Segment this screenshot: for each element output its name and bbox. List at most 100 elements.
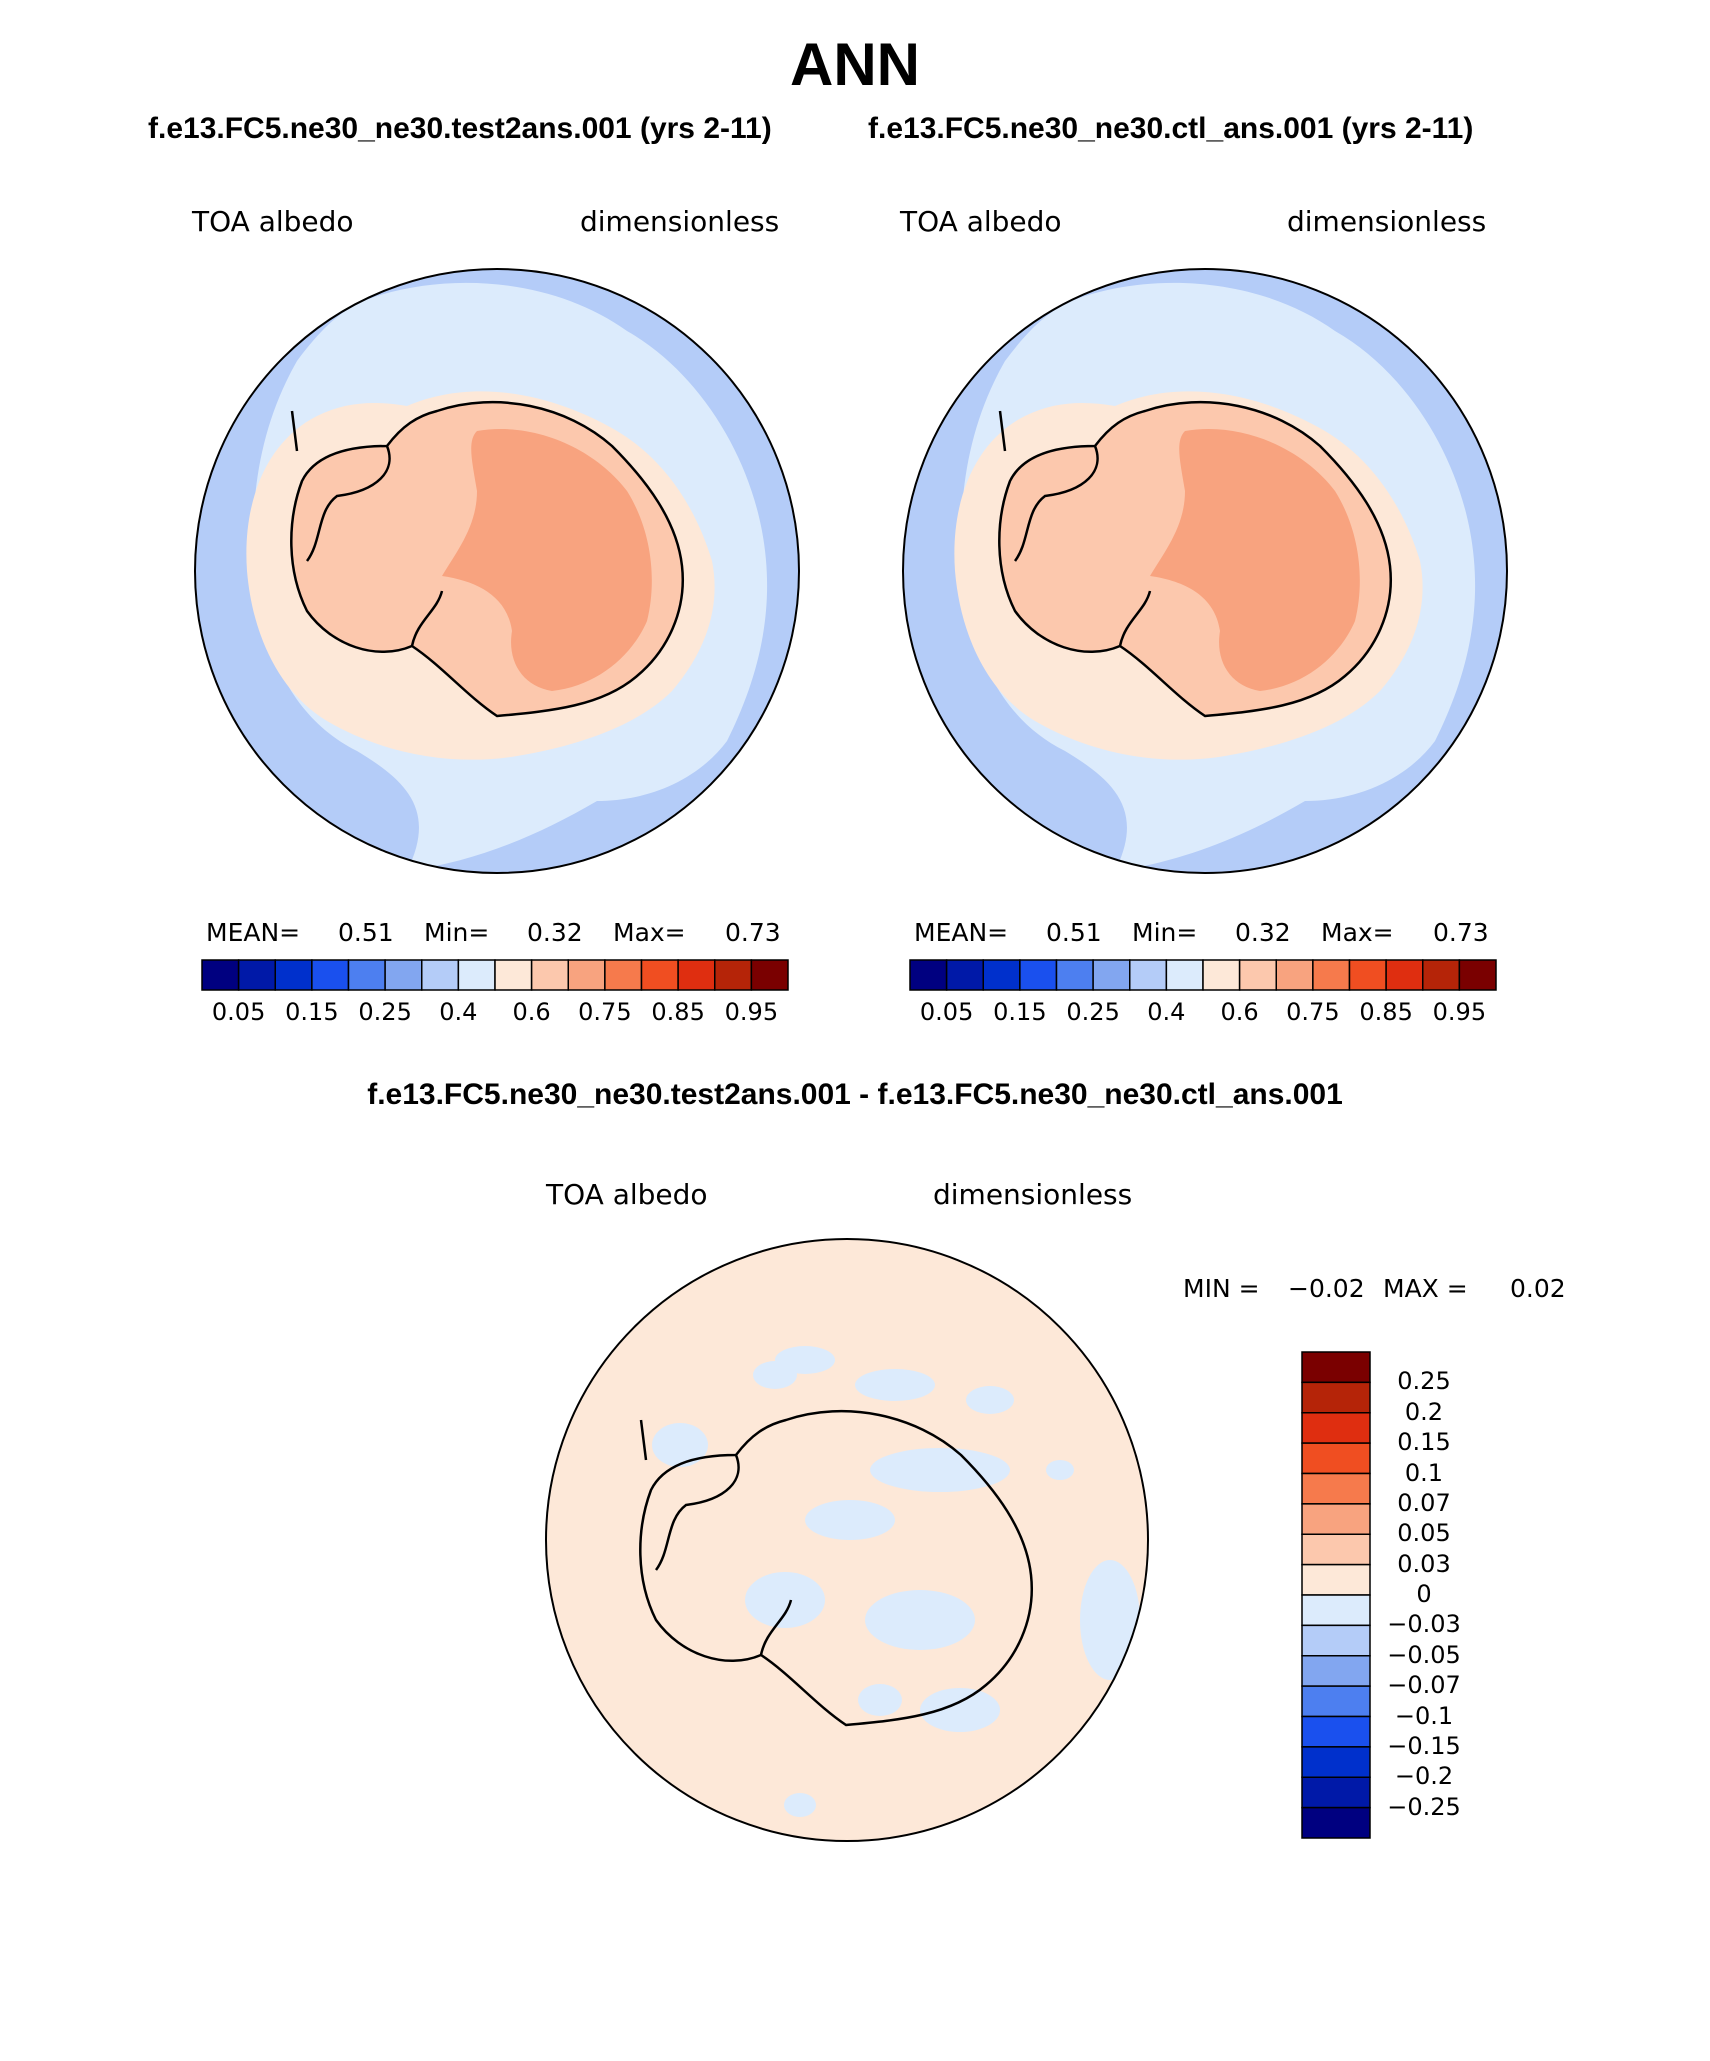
difference-colorbar-tick-label: 0.05 (1397, 1519, 1451, 1548)
difference-colorbar-swatch (1301, 1351, 1371, 1384)
difference-colorbar-tick-label: −0.07 (1387, 1671, 1461, 1700)
panel-1-map-boundary (194, 268, 800, 874)
panel-1-case-label: f.e13.FC5.ne30_ne30.test2ans.001 (yrs 2-… (148, 112, 772, 145)
panel-1-colorbar-swatch (567, 959, 606, 991)
figure-title: ANN (790, 31, 920, 98)
panel-2-colorbar-swatch (982, 959, 1021, 991)
panel-2-colorbar-swatch (1312, 959, 1351, 991)
panel-2-colorbar-tick-label: 0.15 (993, 998, 1047, 1026)
panel-1-colorbar-swatch (237, 959, 276, 991)
panel-2-min-label: Min= (1132, 918, 1198, 947)
difference-colorbar-tick-label: −0.05 (1387, 1640, 1461, 1669)
panel-2-map-boundary (902, 268, 1508, 874)
difference-colorbar (1301, 1351, 1371, 1839)
panel-1-colorbar-swatch (750, 959, 789, 991)
panel-2-colorbar-swatch (1202, 959, 1241, 991)
panel-1-colorbar-tick-label: 0.6 (512, 998, 551, 1026)
panel-2-colorbar-tick-label: 0.05 (919, 998, 974, 1026)
panel-2-case-label: f.e13.FC5.ne30_ne30.ctl_ans.001 (yrs 2-1… (868, 112, 1474, 145)
difference-colorbar-swatch (1301, 1715, 1371, 1748)
panel-1-min-value: 0.32 (527, 918, 583, 947)
panel-1-colorbar-swatch (274, 959, 313, 991)
panel-1-colorbar-tick-label: 0.15 (285, 998, 339, 1026)
panel-1-colorbar-tick-label: 0.4 (439, 998, 478, 1026)
difference-colorbar-swatch (1301, 1381, 1371, 1414)
difference-colorbar-tick-label: 0 (1416, 1580, 1432, 1608)
difference-colorbar-tick-label: −0.2 (1394, 1762, 1454, 1791)
panel-1-colorbar-tick-label: 0.05 (211, 998, 266, 1026)
difference-colorbar-swatch (1301, 1746, 1371, 1778)
panel-1-colorbar-swatch (714, 959, 753, 991)
difference-title: f.e13.FC5.ne30_ne30.test2ans.001 - f.e13… (367, 1078, 1343, 1111)
difference-colorbar-swatch (1301, 1412, 1371, 1444)
difference-colorbar-swatch (1301, 1594, 1371, 1627)
panel-2-colorbar-swatch (1385, 959, 1424, 991)
panel-1-colorbar (201, 959, 789, 991)
difference-colorbar-tick-label: 0.07 (1397, 1488, 1451, 1517)
panel-1-colorbar-tick-label: 0.25 (358, 998, 412, 1026)
difference-colorbar-tick-label: −0.25 (1387, 1792, 1461, 1821)
difference-max-value: 0.02 (1510, 1274, 1566, 1303)
difference-colorbar-swatch (1301, 1533, 1371, 1566)
panel-1-min-label: Min= (424, 918, 490, 947)
difference-colorbar-tick-label: 0.1 (1404, 1458, 1444, 1487)
difference-colorbar-tick-label: −0.15 (1387, 1731, 1461, 1760)
difference-colorbar-tick-label: 0.25 (1397, 1367, 1451, 1396)
panel-1-colorbar-swatch (421, 959, 460, 991)
panel-2-mean-label: MEAN= (914, 918, 1009, 947)
panel-2-colorbar-swatch (1129, 959, 1168, 991)
panel-2-min-value: 0.32 (1235, 918, 1291, 947)
difference-colorbar-swatch (1301, 1685, 1371, 1718)
panel-1-colorbar-swatch (677, 959, 716, 991)
difference-units-label: dimensionless (933, 1178, 1133, 1211)
difference-colorbar-tick-label: 0.03 (1397, 1549, 1451, 1578)
panel-2-colorbar-tick-label: 0.4 (1147, 998, 1186, 1026)
difference-colorbar-swatch (1301, 1624, 1371, 1657)
panel-1-colorbar-swatch (530, 959, 569, 991)
panel-2-colorbar-swatch (1092, 959, 1131, 991)
panel-2-variable-label: TOA albedo (900, 205, 1062, 238)
difference-max-label: MAX = (1383, 1274, 1468, 1303)
panel-1-mean-value: 0.51 (338, 918, 394, 947)
difference-colorbar-swatch (1301, 1655, 1371, 1687)
panel-1-colorbar-swatch (457, 959, 496, 991)
panel-1-colorbar-swatch (384, 959, 423, 991)
panel-1-units-label: dimensionless (580, 205, 780, 238)
difference-min-label: MIN = (1183, 1274, 1260, 1303)
panel-2-colorbar-tick-label: 0.6 (1220, 998, 1259, 1026)
panel-2-colorbar-swatch (1458, 959, 1497, 991)
panel-2-max-value: 0.73 (1433, 918, 1489, 947)
panel-1-colorbar-swatch (494, 959, 533, 991)
panel-2-colorbar-swatch (1238, 959, 1277, 991)
panel-1-colorbar-swatch (640, 959, 679, 991)
panel-1-colorbar-swatch (347, 959, 386, 991)
difference-colorbar-tick-label: −0.03 (1387, 1610, 1461, 1639)
difference-colorbar-tick-label: −0.1 (1394, 1701, 1454, 1730)
panel-2-colorbar-swatch (909, 959, 948, 991)
panel-1-colorbar-tick-label: 0.75 (578, 998, 632, 1026)
panel-1-max-value: 0.73 (725, 918, 781, 947)
panel-1-mean-label: MEAN= (206, 918, 301, 947)
panel-2-units-label: dimensionless (1287, 205, 1487, 238)
difference-colorbar-tick-label: 0.2 (1404, 1397, 1444, 1426)
panel-2-max-label: Max= (1321, 918, 1394, 947)
panel-2-colorbar-swatch (1055, 959, 1094, 991)
difference-variable-label: TOA albedo (546, 1178, 708, 1211)
difference-colorbar-tick-label: 0.15 (1397, 1428, 1451, 1457)
panel-2-colorbar-swatch (945, 959, 984, 991)
panel-2-colorbar-tick-label: 0.95 (1432, 998, 1487, 1026)
difference-colorbar-swatch (1301, 1806, 1371, 1839)
difference-colorbar-swatch (1301, 1442, 1371, 1475)
panel-2-colorbar-swatch (1275, 959, 1314, 991)
panel-2-colorbar (909, 959, 1497, 991)
difference-colorbar-swatch (1301, 1503, 1371, 1535)
panel-1-colorbar-tick-label: 0.85 (651, 998, 705, 1026)
panel-2-mean-value: 0.51 (1046, 918, 1102, 947)
panel-1-colorbar-swatch (604, 959, 643, 991)
difference-min-value: −0.02 (1288, 1274, 1365, 1303)
panel-2-colorbar-swatch (1348, 959, 1387, 991)
panel-2-colorbar-swatch (1422, 959, 1461, 991)
difference-map-boundary (545, 1238, 1149, 1842)
difference-colorbar-swatch (1301, 1776, 1371, 1809)
